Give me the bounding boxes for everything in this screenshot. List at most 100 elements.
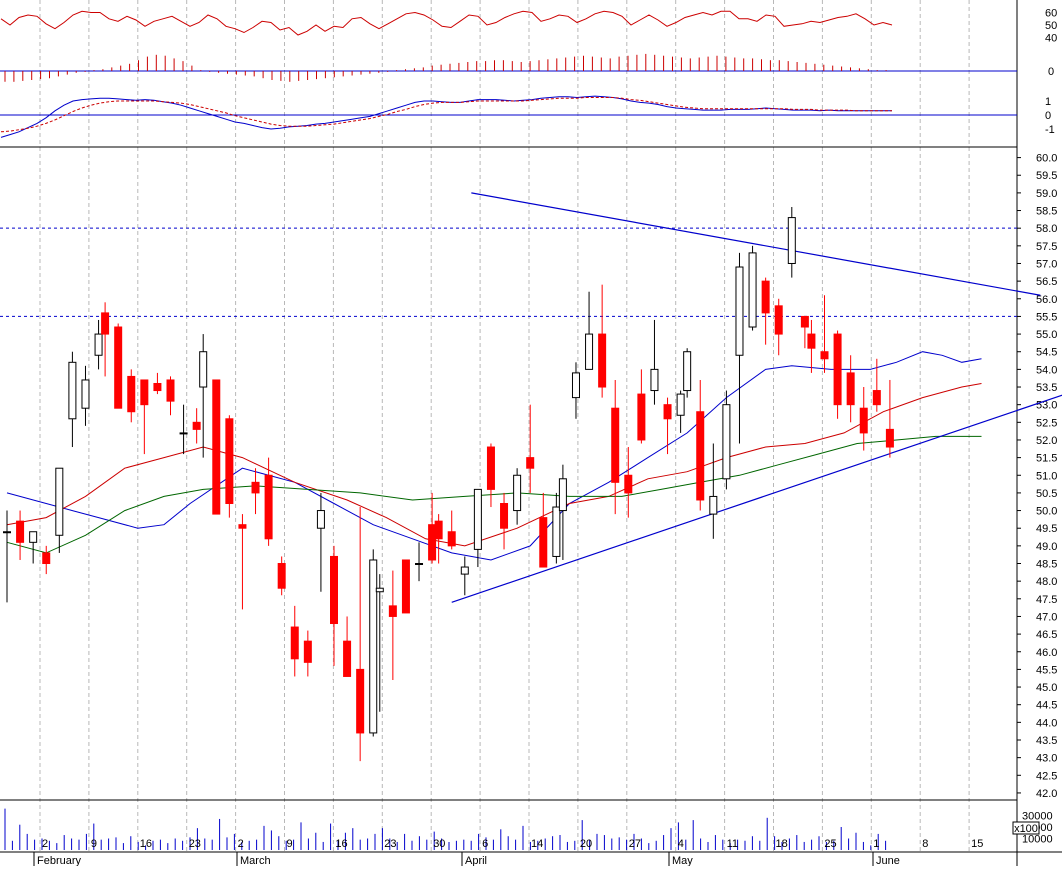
moving-average-line: [6, 351, 982, 561]
candle-body: [571, 372, 580, 399]
candle-body: [735, 266, 744, 356]
candle-body: [179, 432, 188, 435]
candle-body: [316, 510, 325, 529]
trendline: [451, 394, 1062, 603]
price-tick-label: 50.5: [1036, 488, 1057, 500]
candle-body: [94, 333, 103, 356]
candle-body: [375, 587, 384, 593]
candle-body: [199, 351, 208, 388]
day-label: 23: [189, 838, 201, 850]
month-label: May: [672, 855, 693, 866]
candle-body: [774, 305, 783, 335]
candle-body: [722, 404, 731, 480]
price-tick-label: 44.0: [1036, 717, 1057, 729]
day-label: 23: [384, 838, 396, 850]
candle-body: [748, 252, 757, 328]
candle-body: [683, 351, 692, 392]
price-tick-label: 52.0: [1036, 435, 1057, 447]
price-tick-label: 56.5: [1036, 276, 1057, 288]
histogram-tick-label: 0: [1048, 66, 1054, 78]
candle-body: [486, 446, 495, 490]
candle-body: [833, 333, 842, 406]
candle-body: [696, 411, 705, 501]
macd-signal-line: [0, 97, 892, 133]
candle-body: [343, 640, 352, 677]
candle-body: [558, 478, 567, 512]
volume-tick-label: 30000: [1022, 811, 1053, 823]
price-tick-label: 49.0: [1036, 541, 1057, 553]
day-label: 11: [727, 838, 738, 850]
price-tick-label: 59.0: [1036, 188, 1057, 200]
price-tick-label: 58.5: [1036, 206, 1057, 218]
price-tick-label: 43.0: [1036, 753, 1057, 765]
candle-body: [552, 506, 561, 557]
candle-body: [3, 531, 11, 534]
day-label: 16: [140, 838, 152, 850]
candle-body: [539, 517, 548, 568]
candle-body: [264, 474, 273, 540]
candle-body: [434, 520, 443, 540]
candle-body: [500, 503, 509, 529]
day-label: 8: [922, 838, 928, 850]
candle-body: [585, 333, 594, 370]
price-tick-label: 49.5: [1036, 523, 1057, 535]
price-tick-label: 52.5: [1036, 417, 1057, 429]
candle-body: [761, 280, 770, 314]
candle-body: [709, 495, 718, 515]
day-label: 14: [531, 838, 543, 850]
candle-body: [225, 418, 234, 505]
volume-unit-box: [1012, 821, 1040, 835]
price-tick-label: 53.0: [1036, 400, 1057, 412]
day-label: 15: [971, 838, 983, 850]
price-tick-label: 47.5: [1036, 594, 1057, 606]
day-label: 6: [482, 838, 488, 850]
day-label: 16: [335, 838, 347, 850]
candle-body: [460, 566, 469, 575]
price-tick-label: 46.5: [1036, 629, 1057, 641]
price-tick-label: 57.5: [1036, 241, 1057, 253]
volume-tick-label: 10000: [1022, 834, 1053, 846]
price-tick-label: 54.0: [1036, 364, 1057, 376]
candle-body: [166, 379, 175, 402]
candle-body: [153, 382, 162, 392]
candle-body: [637, 393, 646, 441]
candle-body: [526, 457, 535, 469]
candle-body: [428, 524, 437, 561]
price-tick-label: 45.0: [1036, 682, 1057, 694]
candle-body: [513, 474, 522, 512]
candle-body: [872, 390, 881, 406]
candle-body: [114, 326, 123, 409]
candle-body: [624, 474, 633, 494]
candle-body: [290, 626, 299, 660]
price-tick-label: 51.0: [1036, 470, 1057, 482]
day-label: 30: [433, 838, 445, 850]
month-label: April: [465, 855, 487, 866]
day-label: 20: [580, 838, 592, 850]
macd-tick-label: -1: [1045, 124, 1055, 136]
candle-body: [55, 467, 64, 536]
price-tick-label: 56.0: [1036, 294, 1057, 306]
candle-body: [650, 368, 659, 392]
candle-body: [846, 372, 855, 406]
day-label: 27: [629, 838, 641, 850]
price-tick-label: 47.0: [1036, 611, 1057, 623]
candle-body: [800, 315, 809, 328]
price-tick-label: 54.5: [1036, 347, 1057, 359]
candle-body: [820, 351, 829, 360]
month-label: June: [876, 855, 900, 866]
candle-body: [127, 375, 136, 413]
candle-body: [859, 407, 868, 434]
candle-body: [611, 407, 620, 483]
day-label: 2: [238, 838, 244, 850]
candle-body: [81, 379, 90, 409]
price-tick-label: 51.5: [1036, 453, 1057, 465]
candle-body: [212, 379, 221, 515]
day-label: 4: [678, 838, 684, 850]
price-tick-label: 44.5: [1036, 700, 1057, 712]
rsi-tick-label: 60: [1045, 8, 1057, 20]
rsi-tick-label: 50: [1045, 20, 1057, 32]
candle-body: [676, 393, 685, 416]
